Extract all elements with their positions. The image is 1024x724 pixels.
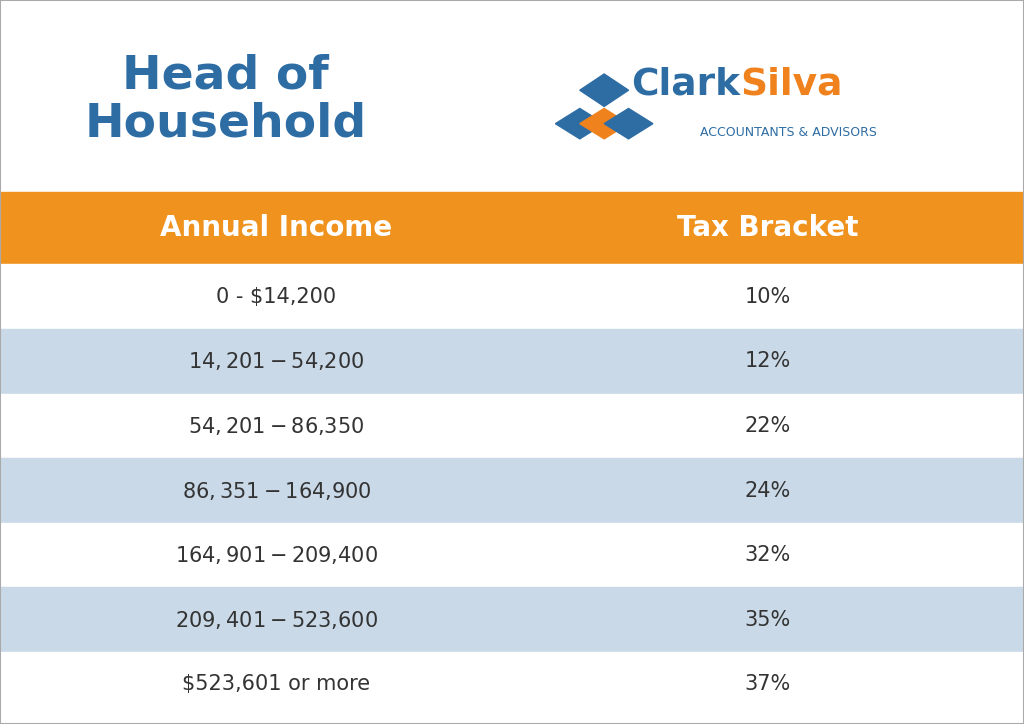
Text: $14,201 - $54,200: $14,201 - $54,200: [188, 350, 365, 372]
Bar: [0, 652, 1024, 717]
Bar: [0, 394, 1024, 458]
Text: Head of
Household: Head of Household: [84, 53, 367, 147]
Text: 35%: 35%: [744, 610, 792, 630]
Text: $54,201 - $86,350: $54,201 - $86,350: [188, 415, 365, 437]
Bar: [0, 0, 1024, 192]
Bar: [0, 523, 1024, 587]
Text: 24%: 24%: [744, 481, 792, 500]
Text: 12%: 12%: [744, 351, 792, 371]
Bar: [0, 458, 1024, 523]
Polygon shape: [580, 109, 629, 139]
Text: $523,601 or more: $523,601 or more: [182, 675, 371, 694]
Bar: [0, 587, 1024, 652]
Text: Clark: Clark: [632, 67, 740, 103]
Text: $164,901 - $209,400: $164,901 - $209,400: [175, 544, 378, 566]
Bar: [0, 329, 1024, 394]
Bar: [0, 192, 1024, 264]
Text: $209,401 - $523,600: $209,401 - $523,600: [175, 609, 378, 631]
Text: Annual Income: Annual Income: [161, 214, 392, 242]
Polygon shape: [580, 74, 629, 106]
Polygon shape: [555, 109, 604, 139]
Text: Silva: Silva: [740, 67, 843, 103]
Text: 32%: 32%: [744, 545, 792, 565]
Text: $86,351 - $164,900: $86,351 - $164,900: [181, 479, 372, 502]
Text: 10%: 10%: [744, 287, 792, 306]
Polygon shape: [604, 109, 653, 139]
Text: 37%: 37%: [744, 675, 792, 694]
Text: ACCOUNTANTS & ADVISORS: ACCOUNTANTS & ADVISORS: [700, 126, 877, 139]
Text: 0 - $14,200: 0 - $14,200: [216, 287, 337, 306]
Bar: [0, 264, 1024, 329]
Text: Tax Bracket: Tax Bracket: [677, 214, 859, 242]
Text: 22%: 22%: [744, 416, 792, 436]
